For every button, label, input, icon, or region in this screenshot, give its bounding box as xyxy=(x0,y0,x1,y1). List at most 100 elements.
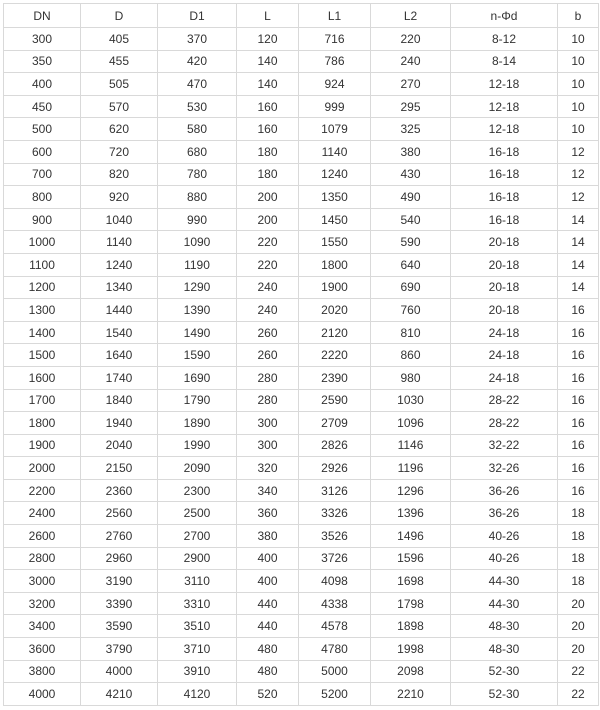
table-cell: 2926 xyxy=(298,456,371,480)
table-cell: 716 xyxy=(298,27,371,51)
table-cell: 860 xyxy=(370,343,451,367)
table-cell: 1800 xyxy=(3,411,81,435)
table-cell: 800 xyxy=(3,185,81,209)
table-cell: 24-18 xyxy=(450,343,558,367)
table-cell: 44-30 xyxy=(450,591,558,616)
table-cell: 1096 xyxy=(370,411,451,435)
table-cell: 5000 xyxy=(298,659,371,684)
table-cell: 1400 xyxy=(3,320,81,345)
table-cell: 36-26 xyxy=(450,478,558,503)
table-cell: 16-18 xyxy=(450,139,558,164)
table-cell: 260 xyxy=(236,320,299,345)
table-cell: 240 xyxy=(236,275,299,300)
table-cell: 700 xyxy=(3,162,81,187)
table-cell: 52-30 xyxy=(450,682,558,706)
column-header: L1 xyxy=(298,3,371,28)
table-cell: 2709 xyxy=(298,411,371,435)
table-cell: 3710 xyxy=(157,637,237,661)
table-cell: 3190 xyxy=(80,569,158,593)
table-cell: 24-18 xyxy=(450,320,558,345)
table-cell: 1040 xyxy=(80,207,158,232)
table-row: 1200 1340 1290 240 1900 690 20-18 14 xyxy=(3,275,599,300)
table-cell: 3600 xyxy=(3,637,81,661)
table-cell: 40-26 xyxy=(450,546,558,571)
table-cell: 2200 xyxy=(3,478,81,503)
table-cell: 48-30 xyxy=(450,614,558,639)
table-cell: 28-22 xyxy=(450,411,558,435)
table-cell: 12 xyxy=(557,139,599,164)
table-cell: 1240 xyxy=(298,162,371,187)
table-row: 900 1040 990 200 1450 540 16-18 14 xyxy=(3,207,599,232)
table-cell: 295 xyxy=(370,94,451,119)
table-cell: 400 xyxy=(236,546,299,571)
table-cell: 680 xyxy=(157,139,237,164)
table-cell: 2220 xyxy=(298,343,371,367)
table-row: 1900 2040 1990 300 2826 1146 32-22 16 xyxy=(3,433,599,458)
table-cell: 1640 xyxy=(80,343,158,367)
table-cell: 14 xyxy=(557,207,599,232)
table-cell: 16 xyxy=(557,478,599,503)
table-cell: 280 xyxy=(236,388,299,413)
table-cell: 530 xyxy=(157,94,237,119)
table-cell: 350 xyxy=(3,49,81,74)
table-row: 3000 3190 3110 400 4098 1698 44-30 18 xyxy=(3,569,599,593)
table-cell: 300 xyxy=(236,411,299,435)
table-cell: 14 xyxy=(557,252,599,277)
table-cell: 1900 xyxy=(298,275,371,300)
table-cell: 924 xyxy=(298,72,371,96)
table-cell: 2960 xyxy=(80,546,158,571)
table-cell: 2040 xyxy=(80,433,158,458)
table-cell: 10 xyxy=(557,27,599,51)
table-cell: 420 xyxy=(157,49,237,74)
table-row: 1000 1140 1090 220 1550 590 20-18 14 xyxy=(3,230,599,254)
table-cell: 1600 xyxy=(3,365,81,390)
table-cell: 3590 xyxy=(80,614,158,639)
table-cell: 430 xyxy=(370,162,451,187)
table-cell: 1496 xyxy=(370,524,451,548)
table-cell: 1140 xyxy=(298,139,371,164)
table-cell: 12-18 xyxy=(450,94,558,119)
table-cell: 200 xyxy=(236,185,299,209)
table-cell: 600 xyxy=(3,139,81,164)
table-cell: 1790 xyxy=(157,388,237,413)
table-cell: 4000 xyxy=(3,682,81,706)
table-cell: 2210 xyxy=(370,682,451,706)
table-cell: 3310 xyxy=(157,591,237,616)
table-cell: 1079 xyxy=(298,117,371,141)
table-cell: 1740 xyxy=(80,365,158,390)
table-cell: 120 xyxy=(236,27,299,51)
table-cell: 14 xyxy=(557,275,599,300)
table-cell: 4578 xyxy=(298,614,371,639)
table-row: 800 920 880 200 1350 490 16-18 12 xyxy=(3,185,599,209)
table-row: 1100 1240 1190 220 1800 640 20-18 14 xyxy=(3,252,599,277)
table-cell: 240 xyxy=(370,49,451,74)
table-cell: 140 xyxy=(236,49,299,74)
table-cell: 3400 xyxy=(3,614,81,639)
table-cell: 786 xyxy=(298,49,371,74)
table-cell: 3510 xyxy=(157,614,237,639)
table-cell: 1300 xyxy=(3,298,81,322)
header-row: DN D D1 L L1 L2 n-Φd b xyxy=(3,3,599,28)
table-cell: 1596 xyxy=(370,546,451,571)
table-row: 1800 1940 1890 300 2709 1096 28-22 16 xyxy=(3,411,599,435)
table-cell: 12 xyxy=(557,162,599,187)
table-row: 2400 2560 2500 360 3326 1396 36-26 18 xyxy=(3,501,599,526)
table-cell: 200 xyxy=(236,207,299,232)
table-cell: 160 xyxy=(236,94,299,119)
table-cell: 40-26 xyxy=(450,524,558,548)
table-cell: 1690 xyxy=(157,365,237,390)
table-cell: 1390 xyxy=(157,298,237,322)
table-row: 3200 3390 3310 440 4338 1798 44-30 20 xyxy=(3,591,599,616)
table-cell: 440 xyxy=(236,614,299,639)
table-row: 3800 4000 3910 480 5000 2098 52-30 22 xyxy=(3,659,599,684)
table-cell: 320 xyxy=(236,456,299,480)
table-cell: 5200 xyxy=(298,682,371,706)
table-cell: 3110 xyxy=(157,569,237,593)
table-cell: 16 xyxy=(557,411,599,435)
table-cell: 20 xyxy=(557,591,599,616)
table-cell: 4210 xyxy=(80,682,158,706)
table-cell: 16-18 xyxy=(450,185,558,209)
table-cell: 1940 xyxy=(80,411,158,435)
table-cell: 1030 xyxy=(370,388,451,413)
table-cell: 1140 xyxy=(80,230,158,254)
